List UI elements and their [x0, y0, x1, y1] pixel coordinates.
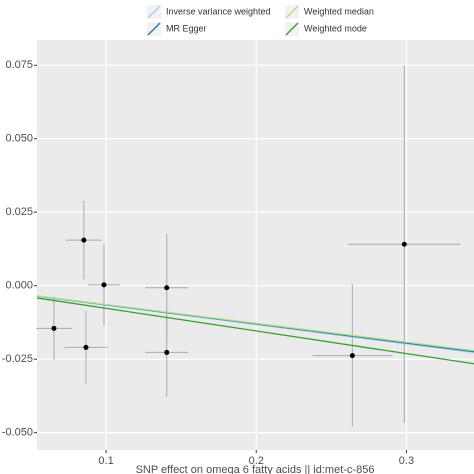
point: [51, 325, 57, 331]
y-tick-label: -0.050: [2, 427, 33, 439]
legend-label: MR Egger: [166, 23, 207, 33]
legend-label: Weighted median: [304, 6, 374, 16]
y-tick-label: 0.025: [5, 206, 33, 218]
x-tick-label: 0.2: [249, 455, 264, 467]
point: [164, 285, 170, 291]
regression-line: [36, 297, 474, 365]
x-axis-label: SNP effect on omega 6 fatty acids || id:…: [136, 464, 375, 474]
legend-swatch: [147, 5, 161, 19]
legend-swatch: [285, 22, 299, 36]
x-tick-label: 0.3: [399, 455, 414, 467]
legend-label: Inverse variance weighted: [166, 6, 271, 16]
point: [81, 237, 87, 243]
legend-swatch: [285, 5, 299, 19]
point: [83, 344, 89, 350]
legend-swatch: [147, 22, 161, 36]
point: [101, 282, 107, 288]
y-tick-label: 0.050: [5, 133, 33, 145]
point: [164, 349, 170, 355]
y-tick-label: -0.025: [2, 353, 33, 365]
y-tick-label: 0.000: [5, 280, 33, 292]
point: [349, 353, 355, 359]
regression-line: [36, 295, 474, 352]
y-tick-label: 0.075: [5, 59, 33, 71]
point: [401, 241, 407, 247]
legend-label: Weighted mode: [304, 23, 367, 33]
x-tick-label: 0.1: [98, 455, 113, 467]
plot-panel: [37, 40, 474, 450]
